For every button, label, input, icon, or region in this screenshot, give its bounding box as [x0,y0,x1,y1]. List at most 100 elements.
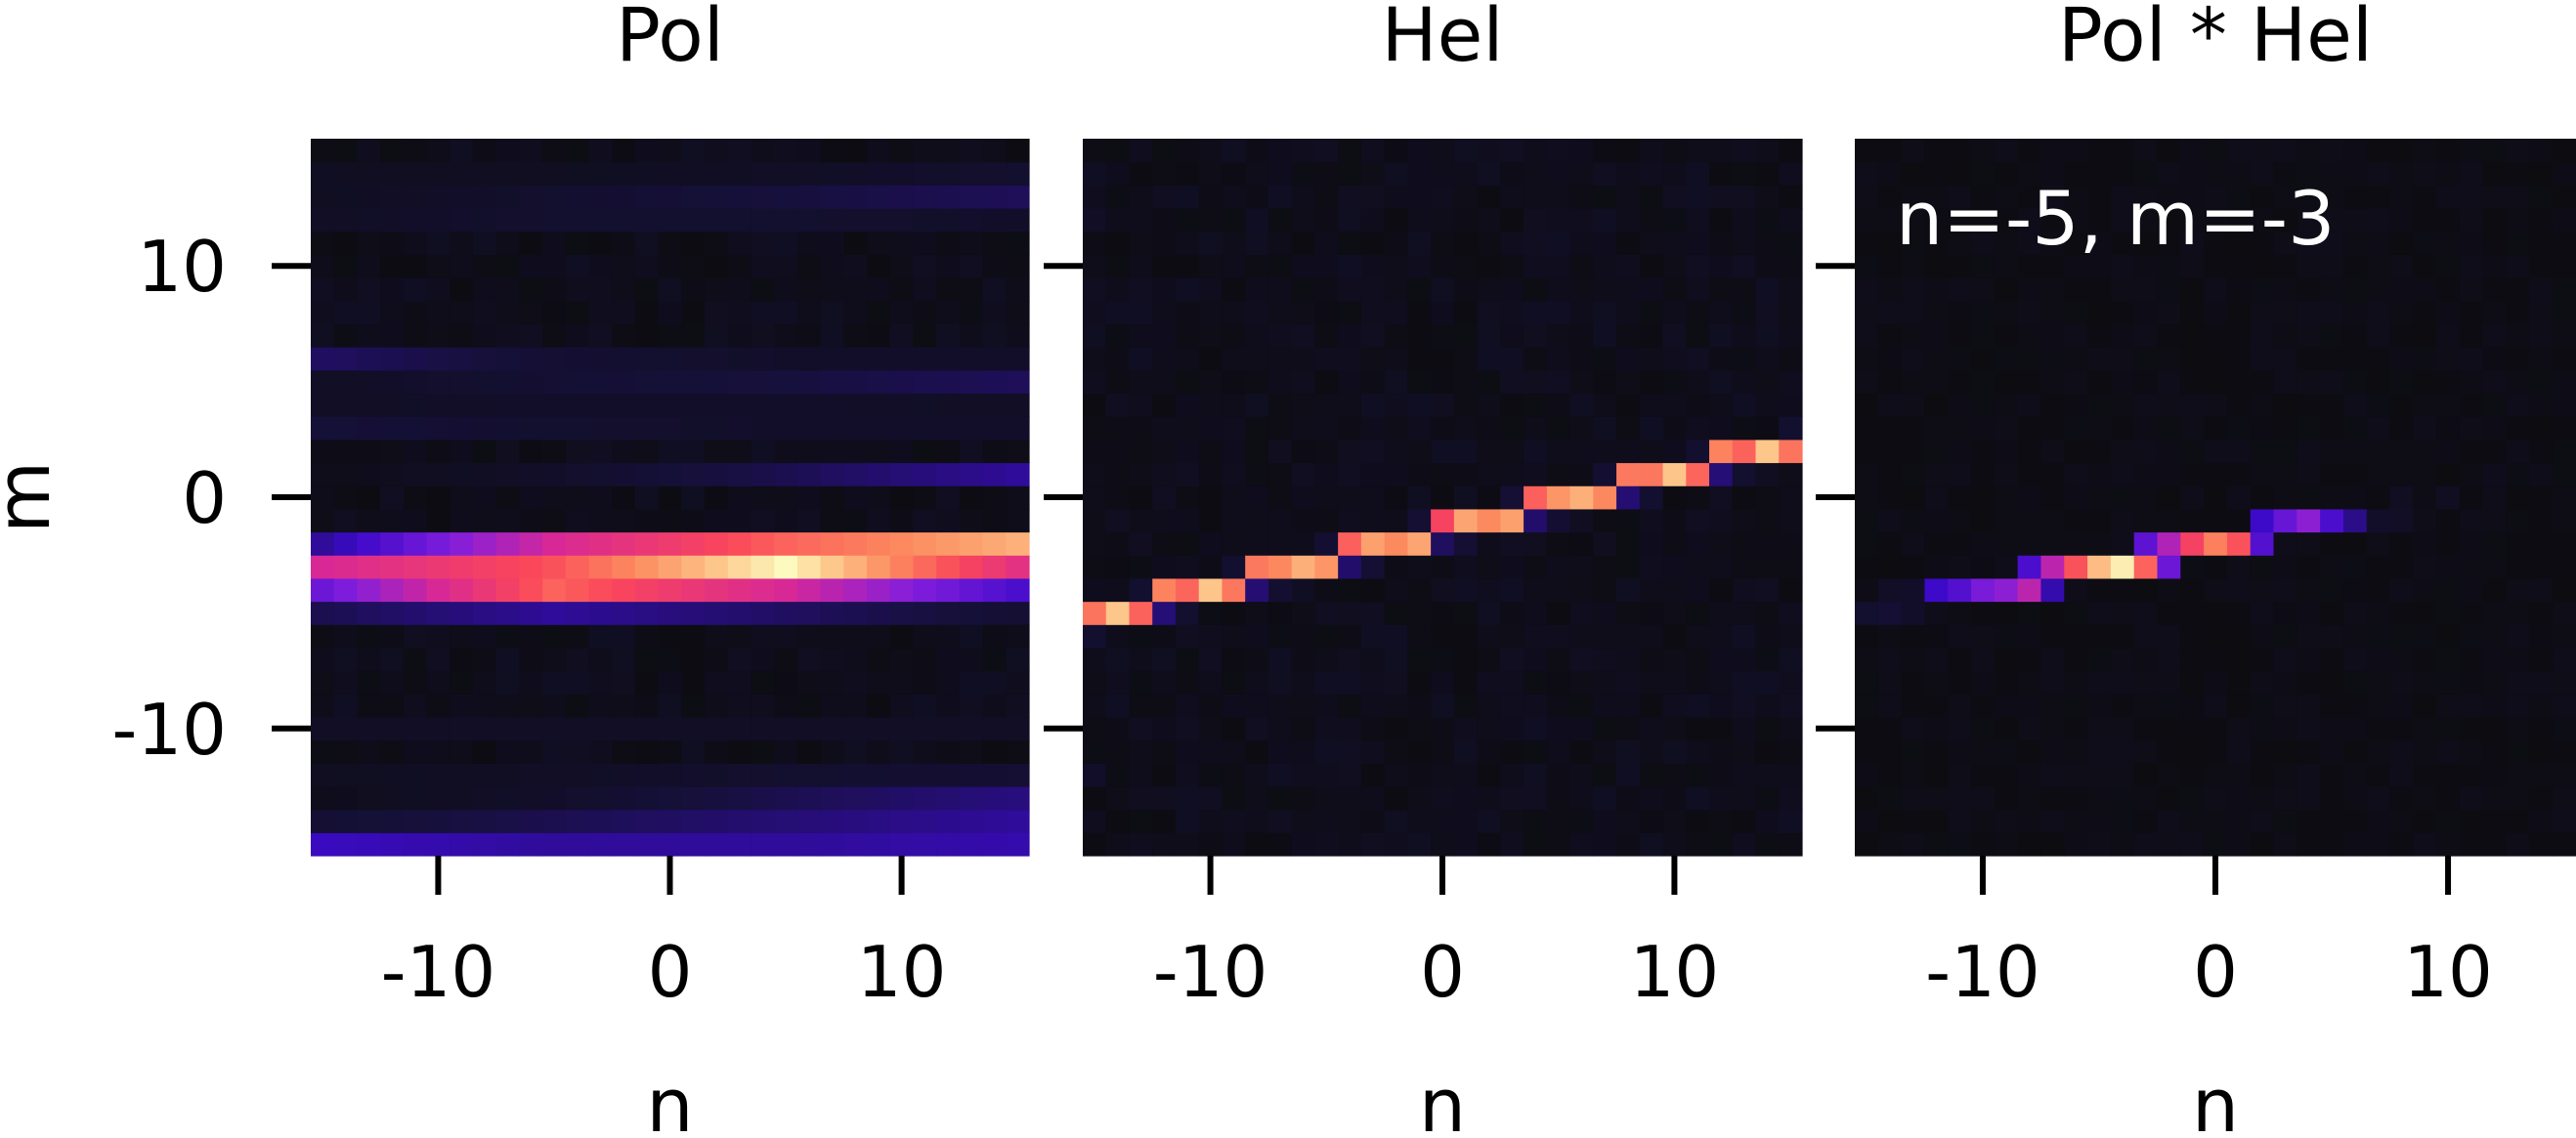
heatmap-cell [1105,185,1131,209]
heatmap-cell [1755,185,1780,209]
heatmap-cell [1245,624,1269,649]
heatmap-cell [889,485,915,510]
heatmap-cell [1500,716,1524,741]
heatmap-cell [1431,647,1455,672]
heatmap-cell [2389,462,2414,486]
heatmap-cell [1245,300,1269,325]
heatmap-cell [2180,601,2205,625]
heatmap-cell [333,323,359,348]
heatmap-cell [519,161,543,186]
heatmap-cell [1222,716,1246,741]
heatmap-cell [1477,416,1501,441]
heatmap-cell [1360,462,1386,486]
heatmap-cell [1662,393,1687,417]
heatmap-cell [1453,323,1479,348]
heatmap-cell [1524,694,1548,718]
heatmap-cell [426,670,451,695]
heatmap-cell [2506,508,2530,533]
heatmap-cell [1291,485,1316,510]
heatmap-cell [1267,647,1293,672]
heatmap-cell [1948,555,1972,579]
heatmap-cell [2366,416,2391,441]
heatmap-cell [1639,369,1664,395]
heatmap-cell [774,531,798,556]
heatmap-cell [1152,185,1177,209]
heatmap-cell [1006,601,1030,625]
heatmap-cell [1314,300,1339,325]
heatmap-cell [774,161,798,186]
heatmap-cell [2297,508,2321,533]
heatmap-cell [1314,670,1339,695]
heatmap-cell [1569,739,1594,764]
heatmap-cell [2366,393,2391,417]
heatmap-cell [612,347,636,371]
heatmap-cell [774,555,798,579]
heatmap-cell [1546,485,1571,510]
heatmap-cell [1901,694,1926,718]
heatmap-cell [1222,577,1246,603]
heatmap-cell [1175,624,1200,649]
heatmap-cell [1755,670,1780,695]
heatmap-cell [2297,785,2321,811]
heatmap-cell [913,577,937,603]
heatmap-cell [1314,185,1339,209]
heatmap-cell [889,508,915,533]
heatmap-cell [588,231,613,255]
heatmap-cell [1500,555,1524,579]
heatmap-cell [2226,739,2252,764]
heatmap-cell [1924,208,1949,232]
heatmap-cell [2110,670,2135,695]
heatmap-cell [1755,139,1780,163]
heatmap-cell [982,208,1007,232]
x-tick-label: 0 [648,931,693,1013]
heatmap-cell [2064,485,2088,510]
heatmap-cell [2459,208,2484,232]
heatmap-cell [2133,185,2159,209]
heatmap-cell [612,809,636,833]
heatmap-cell [495,462,520,486]
heatmap-cell [889,369,915,395]
heatmap-cell [1291,254,1316,278]
heatmap-cell [913,161,937,186]
heatmap-cell [2389,347,2414,371]
heatmap-cell [1855,763,1879,787]
heatmap-cell [588,555,613,579]
heatmap-cell [357,624,381,649]
heatmap-cell [1198,439,1224,464]
heatmap-cell [1639,439,1664,464]
heatmap-cell [1569,531,1594,556]
heatmap-cell [380,161,405,186]
heatmap-cell [357,277,381,302]
heatmap-cell [612,185,636,209]
heatmap-cell [2413,462,2437,486]
heatmap-cell [495,139,520,163]
heatmap-cell [1779,508,1803,533]
heatmap-cell [2389,393,2414,417]
heatmap-cell [2110,485,2135,510]
heatmap-cell [1855,670,1879,695]
heatmap-cell [727,577,752,603]
heatmap-cell [1477,231,1501,255]
heatmap-cell [1709,254,1734,278]
heatmap-cell [2320,716,2344,741]
heatmap-cell [1360,555,1386,579]
heatmap-cell [2087,763,2112,787]
heatmap-cell [1924,439,1949,464]
heatmap-cell [1593,785,1617,811]
heatmap-cell [1686,185,1710,209]
heatmap-cell [1901,231,1926,255]
heatmap-cell [450,416,474,441]
heatmap-cell [1083,208,1107,232]
heatmap-cell [2529,670,2554,695]
heatmap-cell [1948,601,1972,625]
heatmap-cell [2459,462,2484,486]
heatmap-cell [820,139,844,163]
heatmap-cell [1477,185,1501,209]
heatmap-cell [2110,277,2135,302]
heatmap-cell [2529,601,2554,625]
heatmap-cell [2366,277,2391,302]
heatmap-cell [1732,716,1757,741]
heatmap-cell [913,416,937,441]
heatmap-cell [333,508,359,533]
heatmap-cell [2482,785,2508,811]
